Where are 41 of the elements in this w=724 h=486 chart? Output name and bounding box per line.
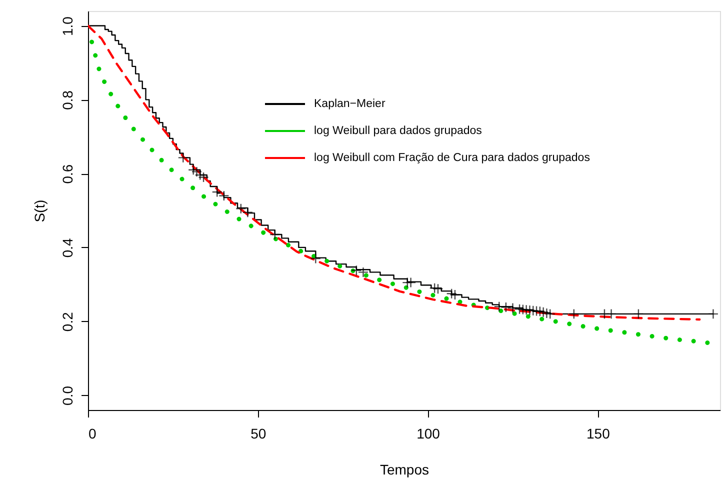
point (429, 282, 440, 294)
point (531, 306, 542, 316)
point (568, 308, 580, 320)
point (606, 308, 617, 320)
legend-label: Kaplan−Meier (314, 98, 386, 110)
y-tick-label: 0.8 (60, 90, 76, 110)
point (507, 302, 518, 314)
legend-label: log Weibull para dados grupados (314, 125, 482, 137)
point (514, 304, 525, 314)
point (310, 253, 321, 264)
point (534, 306, 546, 317)
point (178, 152, 188, 164)
y-tick-label: 0.2 (60, 312, 76, 332)
y-tick-label: 0.6 (60, 164, 76, 184)
point (541, 308, 552, 319)
point (446, 288, 457, 299)
point (358, 266, 369, 278)
y-tick-label: 0.4 (60, 238, 76, 258)
point (432, 283, 444, 294)
point (500, 302, 512, 313)
point (494, 301, 504, 312)
point (528, 305, 538, 316)
point (518, 304, 528, 315)
y-tick-label: 0.0 (60, 386, 76, 406)
point (351, 265, 362, 276)
x-tick-label: 150 (586, 426, 610, 442)
point (405, 277, 416, 288)
x-tick-label: 0 (88, 426, 96, 442)
x-axis-title: Tempos (380, 462, 430, 478)
point (524, 304, 536, 316)
point (544, 308, 556, 320)
x-tick-label: 50 (250, 426, 266, 442)
point (538, 306, 549, 318)
point (270, 229, 280, 240)
legend-label: log Weibull com Fração de Cura para dados grupados (314, 152, 590, 164)
y-axis-title: S(t) (32, 200, 48, 222)
point (708, 308, 719, 320)
point (450, 289, 460, 300)
x-tick-label: 100 (416, 426, 440, 442)
y-tick-label: 1.0 (60, 16, 76, 36)
point (633, 308, 644, 320)
